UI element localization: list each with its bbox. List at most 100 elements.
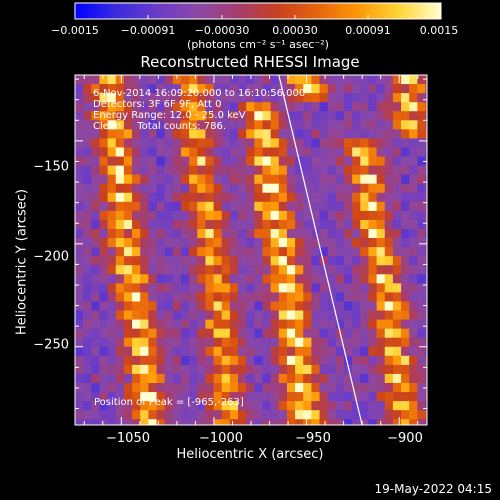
heatmap-cell — [360, 346, 369, 357]
colorbar-ticks — [74, 15, 442, 19]
heatmap-cell — [425, 301, 427, 312]
heatmap-cell — [392, 364, 402, 375]
heatmap-cell — [213, 328, 223, 339]
heatmap-cell — [319, 147, 329, 158]
heatmap-cell — [303, 364, 312, 375]
heatmap-cell — [254, 174, 263, 185]
heatmap-cell — [278, 129, 288, 139]
heatmap-cell — [197, 129, 206, 139]
heatmap-cell — [132, 84, 141, 94]
heatmap-cell — [295, 111, 304, 121]
heatmap-cell — [197, 301, 206, 312]
heatmap-cell — [262, 111, 272, 121]
heatmap-cell — [392, 201, 402, 212]
heatmap-cell — [286, 93, 296, 103]
heatmap-cell — [262, 229, 272, 239]
heatmap-cell — [83, 419, 92, 425]
heatmap-cell — [156, 229, 166, 239]
heatmap-cell — [172, 256, 182, 266]
heatmap-cell — [132, 274, 141, 284]
heatmap-cell — [352, 147, 361, 158]
heatmap-cell — [311, 292, 320, 302]
heatmap-cell — [303, 165, 312, 176]
heatmap-cell — [164, 328, 174, 339]
heatmap-cell — [254, 238, 263, 248]
heatmap-cell — [425, 229, 427, 239]
heatmap-cell — [409, 419, 418, 425]
heatmap-cell — [401, 93, 410, 103]
heatmap-cell — [156, 238, 166, 248]
heatmap-cell — [327, 319, 337, 330]
heatmap-cell — [368, 75, 378, 85]
heatmap-cell — [278, 364, 288, 375]
heatmap-cell — [376, 256, 386, 266]
heatmap-cell — [123, 383, 133, 393]
heatmap-cell — [229, 238, 239, 248]
heatmap-cell — [132, 238, 141, 248]
heatmap-cell — [164, 346, 174, 357]
heatmap-cell — [123, 165, 133, 176]
heatmap-cell — [344, 138, 353, 148]
heatmap-cell — [148, 383, 157, 393]
heatmap-cell — [148, 129, 157, 139]
heatmap-cell — [254, 183, 263, 194]
heatmap-cell — [172, 147, 182, 158]
heatmap-cell — [221, 419, 231, 425]
heatmap-cell — [352, 383, 361, 393]
heatmap-cell — [352, 174, 361, 185]
heatmap-cell — [221, 373, 231, 384]
heatmap-cell — [156, 310, 166, 321]
heatmap-cell — [344, 229, 353, 239]
heatmap-cell — [417, 346, 426, 357]
heatmap-cell — [189, 102, 198, 112]
heatmap-cell — [368, 364, 378, 375]
heatmap-cell — [180, 392, 190, 402]
heatmap-cell — [295, 201, 304, 212]
heatmap-cell — [360, 93, 369, 103]
heatmap-cell — [286, 401, 296, 411]
heatmap-cell — [384, 111, 394, 121]
heatmap-cell — [99, 201, 109, 212]
heatmap-cell — [409, 75, 418, 85]
heatmap-cell — [262, 256, 272, 266]
heatmap-cell — [254, 165, 263, 176]
heatmap-cell — [140, 129, 149, 139]
heatmap-cell — [91, 111, 100, 121]
heatmap-cell — [270, 247, 280, 257]
heatmap-cell — [319, 355, 329, 366]
heatmap-cell — [401, 174, 410, 185]
heatmap-cell — [278, 265, 288, 275]
heatmap-cell — [197, 419, 206, 425]
heatmap-cell — [83, 102, 92, 112]
heatmap-cell — [172, 219, 182, 230]
heatmap-cell — [140, 383, 149, 393]
heatmap-cell — [197, 147, 206, 158]
heatmap-cell — [180, 183, 190, 194]
heatmap-cell — [107, 310, 117, 321]
heatmap-cell — [352, 265, 361, 275]
heatmap-cell — [83, 328, 92, 339]
heatmap-cell — [360, 319, 369, 330]
heatmap-cell — [278, 147, 288, 158]
heatmap-cell — [303, 120, 312, 130]
heatmap-cell — [376, 247, 386, 257]
heatmap-cell — [254, 93, 263, 103]
heatmap-cell — [221, 401, 231, 411]
heatmap-cell — [319, 192, 329, 203]
heatmap-cell — [368, 265, 378, 275]
heatmap-cell — [83, 256, 92, 266]
heatmap-cell — [132, 283, 141, 293]
heatmap-cell — [327, 138, 337, 148]
heatmap-cell — [392, 310, 402, 321]
heatmap-cell — [172, 319, 182, 330]
heatmap-cell — [83, 292, 92, 302]
heatmap-cell — [229, 129, 239, 139]
heatmap-cell — [352, 364, 361, 375]
heatmap-cell — [278, 328, 288, 339]
heatmap-cell — [221, 274, 231, 284]
heatmap-cell — [197, 120, 206, 130]
heatmap-cell — [229, 392, 239, 402]
heatmap-cell — [213, 219, 223, 230]
heatmap-cell — [376, 364, 386, 375]
